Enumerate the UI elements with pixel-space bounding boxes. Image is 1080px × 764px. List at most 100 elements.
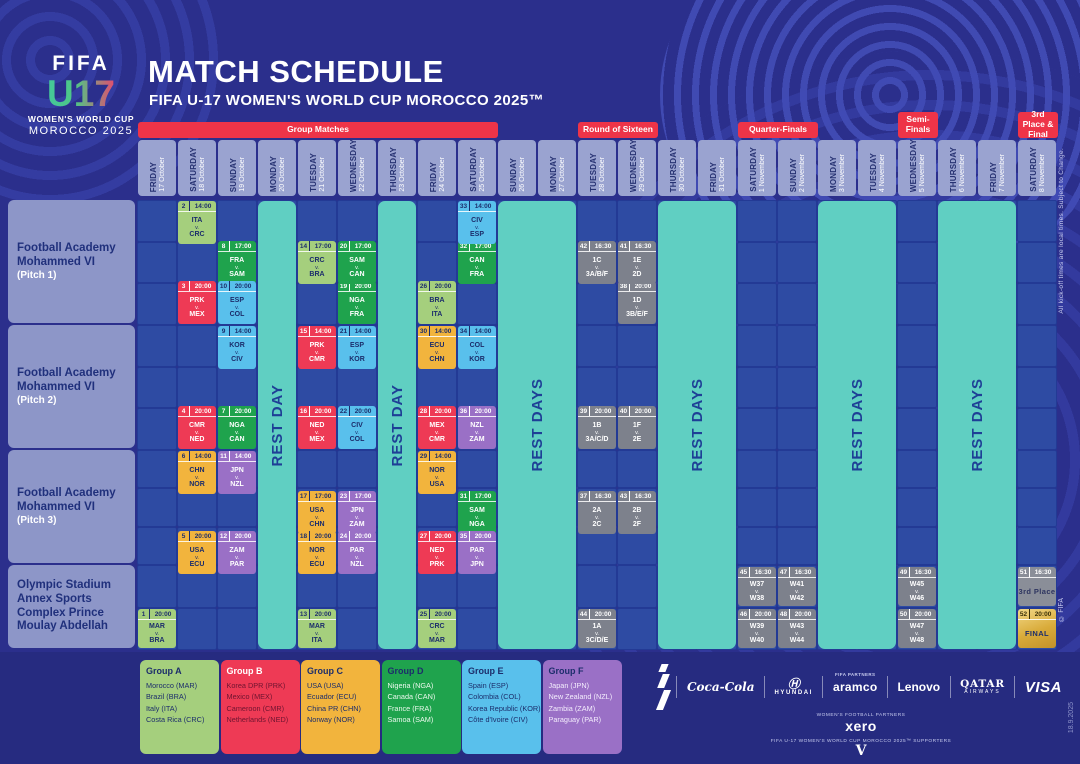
- match-chip-body: PAR v. NZL: [338, 542, 376, 574]
- match-number: 31: [458, 491, 470, 501]
- group-team: Netherlands (NED): [226, 714, 289, 724]
- match-chip: 7 20:00 NGA v. CAN: [218, 406, 256, 449]
- match-chip-body: CHN v. NOR: [178, 462, 216, 494]
- rest-day-label: REST DAYS: [528, 378, 546, 472]
- match-chip-header: 1 20:00: [138, 609, 176, 620]
- versus-label: v.: [315, 514, 319, 521]
- group-team: Costa Rica (CRC): [146, 714, 205, 724]
- sponsor-row-womens-football: WOMEN'S FOOTBALL PARTNERS xero: [660, 713, 1062, 734]
- rest-day-label: REST DAY: [388, 383, 406, 467]
- away-team: CMR: [429, 436, 445, 444]
- versus-label: v.: [355, 514, 359, 521]
- rest-day-block: REST DAYS: [818, 201, 896, 649]
- versus-label: v.: [235, 304, 239, 311]
- match-chip-body: USA v. ECU: [178, 542, 216, 574]
- home-team: CMR: [189, 422, 205, 430]
- match-time: 16:30: [914, 568, 932, 576]
- versus-label: v.: [235, 474, 239, 481]
- versus-label: v.: [475, 264, 479, 271]
- match-number: 36: [458, 406, 470, 416]
- match-number: 32: [458, 241, 470, 251]
- grid-cell: [137, 366, 177, 409]
- match-chip-header: 45 16:30: [738, 567, 776, 578]
- match-chip-header: 27 20:00: [418, 531, 456, 542]
- match-chip-body: CRC v. BRA: [298, 252, 336, 284]
- match-time: 14:00: [234, 452, 252, 460]
- grid-cell: [897, 450, 937, 489]
- match-chip-body: CRC v. MAR: [418, 620, 456, 648]
- group-team: Ecuador (ECU): [307, 692, 357, 702]
- match-chip: 39 20:00 1B v. 3A/C/D: [578, 406, 616, 449]
- day-date: 29 October: [638, 157, 646, 192]
- home-team: ITA: [191, 217, 203, 225]
- match-chip-header: 19 20:00: [338, 281, 376, 292]
- venue-pitch: (Pitch 3): [17, 515, 57, 527]
- match-label: FINAL: [1024, 628, 1050, 638]
- match-number: 29: [418, 451, 430, 461]
- match-chip-header: 4 20:00: [178, 406, 216, 417]
- match-number: 42: [578, 241, 590, 251]
- grid-cell: [297, 200, 337, 242]
- group-legend-card: Group A Morocco (MAR) Brazil (BRA) Italy (I…: [140, 660, 219, 754]
- match-chip-body: 1E v. 2D: [618, 252, 656, 284]
- grid-cell: [1017, 366, 1057, 409]
- grid-cell: [457, 450, 497, 489]
- match-chip: 11 14:00 JPN v. NZL: [218, 451, 256, 494]
- home-team: KOR: [229, 342, 245, 350]
- grid-cell: [417, 488, 457, 527]
- grid-cell: [777, 488, 817, 527]
- match-chip-body: FINAL: [1018, 620, 1056, 648]
- away-team: 2C: [592, 521, 602, 529]
- sponsor-divider: [763, 676, 765, 698]
- grid-cell: [617, 450, 657, 489]
- grid-cell: [177, 241, 217, 284]
- home-team: MAR: [309, 623, 325, 631]
- day-date: 24 October: [438, 157, 446, 192]
- versus-label: v.: [195, 429, 199, 436]
- day-date: 21 October: [318, 157, 326, 192]
- versus-label: v.: [635, 264, 639, 271]
- match-chip-header: 38 20:00: [618, 281, 656, 292]
- match-number: 8: [218, 241, 230, 251]
- match-time: 20:00: [314, 610, 332, 618]
- grid-cell: [177, 325, 217, 367]
- match-chip-header: 16 20:00: [298, 406, 336, 417]
- match-chip-header: 39 20:00: [578, 406, 616, 417]
- grid-cell: [1017, 325, 1057, 367]
- date-column-header: THURSDAY 6 November: [938, 140, 976, 196]
- match-chip: 10 20:00 ESP v. COL: [218, 281, 256, 324]
- date-column-header: WEDNESDAY 5 November: [898, 139, 936, 196]
- home-team: COL: [469, 342, 485, 350]
- grid-cell: [737, 325, 777, 367]
- lenovo-logo: Lenovo: [897, 680, 941, 694]
- grid-cell: [777, 283, 817, 325]
- match-chip: 6 14:00 CHN v. NOR: [178, 451, 216, 494]
- logo-line2: MOROCCO 2025: [28, 125, 134, 138]
- home-team: 1D: [632, 297, 642, 305]
- day-name: FRIDAY: [428, 161, 438, 192]
- date-column-header: SUNDAY 19 October: [218, 140, 256, 196]
- away-team: CMR: [309, 356, 325, 364]
- match-time: 20:00: [474, 532, 492, 540]
- match-time: 20:00: [154, 610, 172, 618]
- versus-label: v.: [475, 514, 479, 521]
- grid-cell: [617, 607, 657, 650]
- match-time: 16:30: [634, 242, 652, 250]
- home-team: W39: [749, 623, 765, 631]
- match-chip-body: CIV v. COL: [338, 417, 376, 449]
- match-number: 35: [458, 531, 470, 541]
- match-chip-header: 30 14:00: [418, 326, 456, 337]
- match-chip-header: 23 17:00: [338, 491, 376, 502]
- day-date: 1 November: [758, 153, 766, 192]
- grid-cell: [897, 488, 937, 527]
- match-number: 19: [338, 281, 350, 291]
- match-chip-header: 15 14:00: [298, 326, 336, 337]
- versus-label: v.: [635, 514, 639, 521]
- away-team: CAN: [349, 271, 365, 279]
- grid-cell: [417, 241, 457, 284]
- match-number: 45: [738, 567, 750, 577]
- match-chip: 45 16:30 W37 v. W38: [738, 567, 776, 606]
- match-number: 39: [578, 406, 590, 416]
- match-chip: 25 20:00 CRC v. MAR: [418, 609, 456, 648]
- home-team: USA: [189, 547, 205, 555]
